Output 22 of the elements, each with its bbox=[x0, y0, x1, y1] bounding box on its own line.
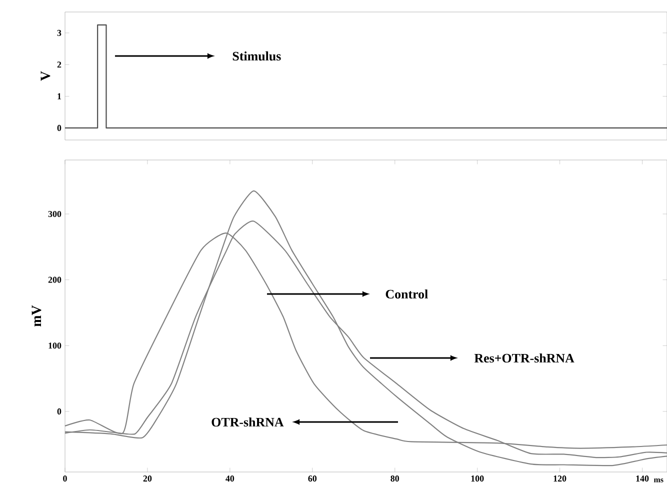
y-axis-title: V bbox=[40, 71, 50, 81]
y-tick-label: 3 bbox=[57, 30, 62, 36]
x-tick-label: 80 bbox=[390, 476, 400, 482]
x-tick-label: 120 bbox=[554, 476, 566, 482]
x-tick-label: 40 bbox=[226, 476, 234, 482]
y-tick-label: 200 bbox=[48, 276, 62, 283]
y-tick-label: 300 bbox=[48, 210, 62, 218]
x-tick-label: 60 bbox=[308, 476, 317, 482]
annotation: Res+OTR-shRNA bbox=[474, 353, 574, 363]
annotation: Control bbox=[386, 289, 428, 299]
annotation: OTR-shRNA bbox=[212, 417, 284, 427]
y-tick-label: 0 bbox=[57, 408, 62, 414]
x-tick-label: 140 bbox=[636, 476, 649, 482]
y-tick-label: 0 bbox=[57, 124, 62, 131]
y-tick-label: 100 bbox=[48, 342, 62, 349]
x-tick-label: 100 bbox=[471, 476, 484, 482]
y-tick-label: 1 bbox=[58, 93, 62, 100]
x-tick-label: 0 bbox=[63, 476, 67, 482]
y-axis-title: mV bbox=[32, 305, 42, 326]
x-tick-label: 20 bbox=[143, 476, 152, 482]
y-tick-label: 2 bbox=[57, 62, 62, 68]
annotation: Stimulus bbox=[232, 51, 281, 61]
